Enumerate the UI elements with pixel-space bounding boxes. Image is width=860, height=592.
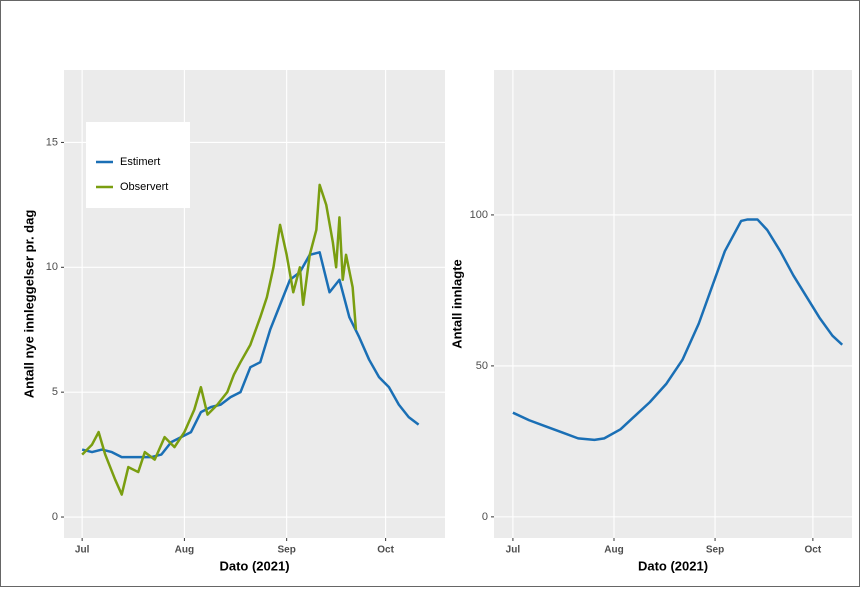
y-tick-label: 10 [46, 261, 58, 273]
x-tick-label: Jul [506, 545, 521, 556]
legend-label: Estimert [120, 156, 160, 168]
legend-label: Observert [120, 181, 168, 193]
legend-box [86, 122, 190, 208]
line-series [81, 251, 420, 459]
x-tick-label: Jul [75, 545, 90, 556]
plot-background [494, 70, 852, 538]
y-tick-label: 5 [52, 386, 58, 398]
line-series [512, 218, 844, 442]
y-axis-title: Antall nye innleggelser pr. dag [21, 210, 36, 399]
y-tick-label: 0 [482, 511, 488, 523]
x-axis-title: Dato (2021) [638, 558, 708, 573]
line-series [81, 183, 358, 496]
y-tick-label: 50 [476, 360, 488, 372]
y-axis-title: Antall innlagte [449, 259, 464, 349]
y-tick-label: 100 [470, 209, 488, 221]
y-tick-label: 0 [52, 511, 58, 523]
x-tick-label: Aug [604, 545, 623, 556]
y-tick-label: 15 [46, 136, 58, 148]
x-tick-label: Sep [706, 545, 724, 556]
x-tick-label: Aug [175, 545, 194, 556]
x-tick-label: Oct [377, 545, 394, 556]
x-tick-label: Sep [277, 545, 295, 556]
x-axis-title: Dato (2021) [219, 558, 289, 573]
x-tick-label: Oct [805, 545, 822, 556]
